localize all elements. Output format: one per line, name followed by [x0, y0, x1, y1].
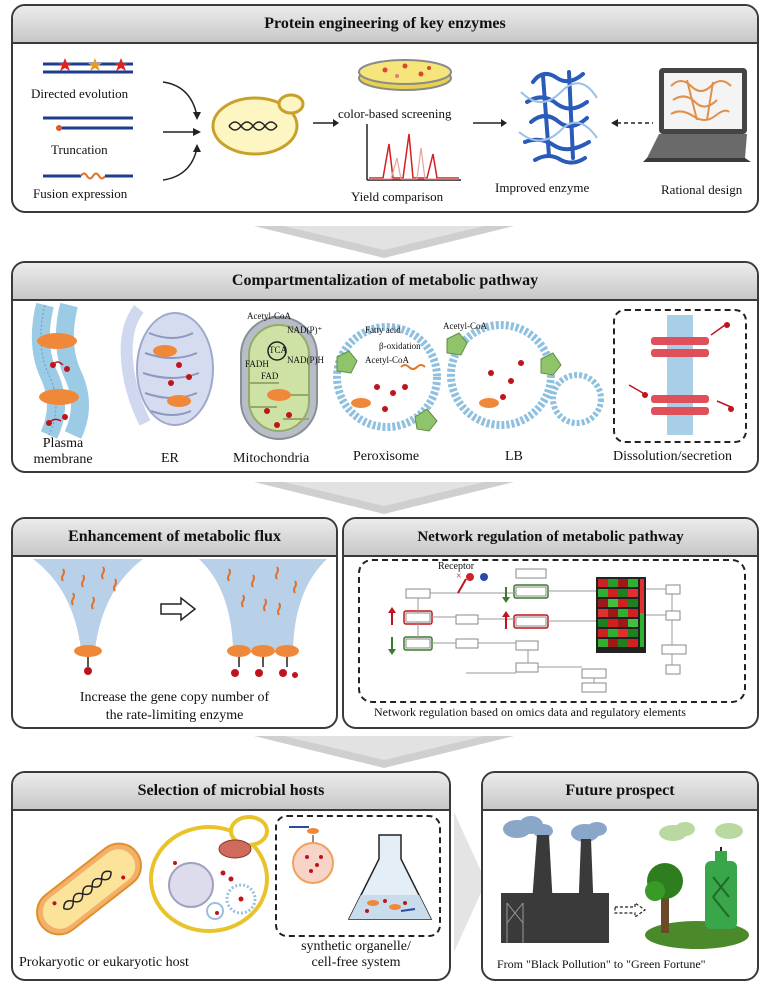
rational-design-label: Rational design [661, 182, 743, 197]
panel-title: Future prospect [483, 773, 757, 811]
color-screening-label: color-based screening [338, 106, 452, 121]
future-caption: From "Black Pollution" to "Green Fortune… [497, 957, 706, 971]
pathway-map-icon: × [388, 568, 687, 693]
network-caption: Network regulation based on omics data a… [374, 705, 686, 719]
panel-title: Protein engineering of key enzymes [13, 6, 757, 44]
eukaryotic-cell-icon [149, 815, 269, 933]
petri-dish-icon [358, 59, 452, 91]
yeast-cell-icon [211, 93, 305, 156]
arrow-yeast-to-screen [313, 119, 339, 127]
factory-pollution-icon [501, 816, 609, 943]
network-dashed-box [358, 559, 746, 703]
dissolution-label: Dissolution/secretion [613, 449, 732, 464]
peroxisome-label: Peroxisome [353, 449, 420, 464]
perox-beta-oxidation: β-oxidation [379, 341, 421, 351]
cell-free-flask-icon [347, 834, 433, 920]
perox-acetyl-coa: Acetyl-CoA [365, 355, 409, 365]
improved-enzyme-label: Improved enzyme [495, 180, 590, 195]
yield-comparison-label: Yield comparison [351, 189, 444, 204]
synthetic-organelle-icon [289, 826, 334, 884]
panel-title: Network regulation of metabolic pathway [344, 519, 757, 557]
single-funnel-icon [33, 559, 143, 675]
lb-label: LB [505, 449, 523, 464]
lb-acetyl-coa: Acetyl-CoA [443, 321, 487, 331]
transition-arrow-2 [254, 482, 514, 514]
directed-evolution-label: Directed evolution [31, 86, 129, 101]
receptor-label: Receptor [438, 561, 475, 572]
panel-title: Selection of microbial hosts [13, 773, 449, 811]
yield-chromatogram-icon [366, 124, 461, 181]
lipid-body-icon [446, 321, 604, 429]
flux-caption: Increase the gene copy number of the rat… [13, 689, 336, 725]
dashed-transform-arrow [614, 901, 647, 919]
improved-enzyme-icon [518, 70, 598, 165]
transition-arrow-3 [254, 736, 514, 768]
mito-fadh: FADH [245, 359, 269, 369]
er-icon [120, 305, 214, 426]
mito-tca: TCA [269, 345, 287, 355]
truncation-label: Truncation [51, 142, 108, 157]
synthetic-caption: synthetic organelle/ cell-free system [275, 939, 437, 971]
merge-arrows [162, 81, 201, 181]
prokaryotic-cell-icon [36, 842, 142, 936]
mitochondria-label: Mitochondria [233, 451, 310, 466]
flux-caption-text: Increase the gene copy number of the rat… [79, 690, 270, 723]
er-label: ER [161, 451, 179, 466]
dissolution-box [613, 309, 747, 443]
transition-arrow-1 [254, 226, 514, 258]
dissolution-secretion-icon [628, 315, 734, 435]
perox-fatty-acid: Fatty acid [365, 325, 401, 335]
directed-evolution-dna-icon [43, 58, 133, 74]
network-regulation-panel: Network regulation of metabolic pathway … [342, 517, 759, 729]
fusion-expression-label: Fusion expression [33, 186, 128, 201]
mito-nadph: NAD(P)H [287, 355, 324, 365]
laptop-icon [643, 68, 751, 162]
host-caption: Prokaryotic or eukaryotic host [19, 955, 189, 970]
synthetic-caption-text: synthetic organelle/ cell-free system [301, 939, 411, 970]
synthetic-dashed-box [275, 815, 441, 937]
metabolic-flux-panel: Enhancement of metabolic flux Increase t… [11, 517, 338, 729]
mito-nadp: NAD(P)⁺ [287, 325, 323, 335]
fusion-dna-icon [43, 172, 133, 180]
green-fortune-icon [645, 822, 749, 949]
plasma-membrane-text: Plasma membrane [33, 436, 93, 467]
mito-acetyl-coa: Acetyl-CoA [247, 311, 291, 321]
plasma-membrane-label: Plasma membrane [23, 436, 103, 468]
transition-hollow-arrow [160, 596, 197, 622]
peroxisome-icon [333, 323, 441, 432]
compartmentalization-panel: Compartmentalization of metabolic pathwa… [11, 261, 759, 473]
panel-title: Enhancement of metabolic flux [13, 519, 336, 557]
protein-engineering-panel: Protein engineering of key enzymes Direc… [11, 4, 759, 213]
dashed-arrow-from-design [611, 119, 653, 127]
microbial-hosts-panel: Selection of microbial hosts Prokaryotic… [11, 771, 451, 981]
svg-text:×: × [456, 571, 462, 582]
arrow-to-enzyme [473, 119, 507, 127]
mito-fad: FAD [261, 371, 279, 381]
transition-arrow-right [454, 812, 486, 952]
mitochondria-icon [240, 316, 318, 440]
multi-funnel-icon [199, 559, 327, 678]
panel-title: Compartmentalization of metabolic pathwa… [13, 263, 757, 301]
truncation-dna-icon [43, 116, 133, 131]
future-prospect-panel: Future prospect From "Black Pollution" t… [481, 771, 759, 981]
plasma-membrane-icon [31, 302, 89, 439]
